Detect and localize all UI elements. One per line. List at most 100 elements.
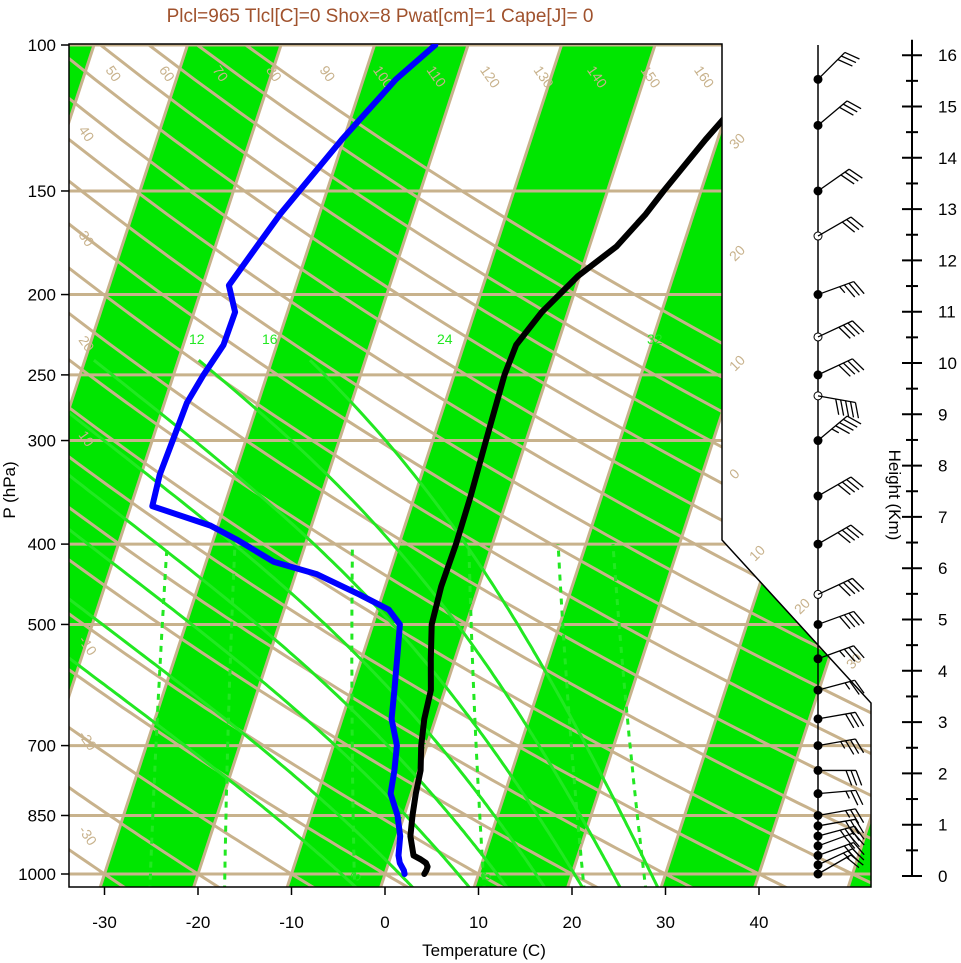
isotherm-line xyxy=(471,44,750,887)
dry-adiabat-label: 40 xyxy=(76,123,98,145)
barb-feather xyxy=(849,712,860,728)
p-tick-label: 100 xyxy=(28,36,56,55)
wind-barb xyxy=(813,524,864,549)
stats-line: Plcl=965 Tlcl[C]=0 Shox=8 Pwat[cm]=1 Cap… xyxy=(167,6,594,27)
barb-feather xyxy=(846,415,862,425)
wind-barb xyxy=(813,216,864,241)
barb-feather xyxy=(854,402,860,419)
moist-adiabat xyxy=(308,359,662,887)
barb-feather xyxy=(849,739,860,754)
isotherm-label: 10 xyxy=(746,542,768,564)
moist-adiabat xyxy=(69,359,418,887)
barb-staff xyxy=(817,818,856,827)
barb-feather xyxy=(850,524,864,536)
dry-adiabat-label: 90 xyxy=(317,63,339,85)
dry-adiabat xyxy=(69,44,871,887)
barb-feather xyxy=(847,360,860,373)
barb-feather xyxy=(842,103,858,113)
isotherm-line xyxy=(751,44,871,887)
dry-adiabat-label: 160 xyxy=(691,63,718,91)
barb-feather xyxy=(849,681,860,695)
isotherm-label: 10 xyxy=(726,352,748,374)
barb-staff xyxy=(817,358,853,376)
barb-feather xyxy=(855,790,864,806)
height-tick-label: 5 xyxy=(938,611,947,630)
wind-barb xyxy=(813,808,865,824)
barb-staff xyxy=(817,679,855,691)
barb-staff xyxy=(817,610,854,626)
p-tick-label: 850 xyxy=(28,806,56,825)
moist-adiabat xyxy=(69,359,474,887)
barb-feather xyxy=(851,358,865,371)
moist-adiabat xyxy=(92,359,587,887)
barb-staff xyxy=(817,395,856,404)
wind-barb xyxy=(813,848,865,870)
p-tick-label: 200 xyxy=(28,286,56,305)
p-tick-label: 300 xyxy=(28,432,56,451)
barb-feather xyxy=(854,738,865,754)
moist-adiabat-label: 32 xyxy=(647,331,663,347)
mixing-ratio-line xyxy=(611,543,648,887)
p-tick-label: 500 xyxy=(28,615,56,634)
wind-barb xyxy=(813,391,860,419)
barb-half-feather xyxy=(845,810,851,818)
barb-feather xyxy=(844,400,850,417)
barb-feather xyxy=(840,174,855,185)
wind-barbs xyxy=(813,45,865,879)
mixing-ratio-line xyxy=(556,544,586,887)
p-tick-label: 700 xyxy=(28,737,56,756)
dry-adiabat-label: -20 xyxy=(76,728,101,754)
barb-staff xyxy=(817,854,852,875)
height-tick-label: 13 xyxy=(938,200,957,219)
barb-staff xyxy=(817,808,856,817)
height-tick-label: 3 xyxy=(938,713,947,732)
barb-feather xyxy=(848,647,860,661)
isotherm-line xyxy=(377,44,657,887)
barb-feather xyxy=(850,476,864,488)
barb-feather xyxy=(839,106,854,116)
wind-barb xyxy=(813,645,865,664)
barb-staff xyxy=(817,738,856,747)
barb-staff xyxy=(817,415,848,442)
x-axis-title: Temperature (C) xyxy=(422,941,546,960)
barb-feather xyxy=(848,282,860,296)
barb-feather xyxy=(837,58,853,67)
wind-barb xyxy=(813,825,865,843)
wind-barb xyxy=(813,415,862,446)
barb-feather xyxy=(843,835,856,849)
wind-barb xyxy=(813,100,862,130)
height-tick-label: 15 xyxy=(938,98,957,117)
wind-barb xyxy=(813,711,865,729)
barb-staff xyxy=(817,320,853,338)
height-tick-label: 9 xyxy=(938,405,947,424)
moist-adiabat-label: 12 xyxy=(189,331,205,347)
barb-staff xyxy=(817,841,854,857)
moist-adiabat xyxy=(197,359,624,887)
barb-feather xyxy=(846,219,860,231)
isotherm-label: 30 xyxy=(726,130,748,152)
barb-half-feather xyxy=(844,682,851,690)
barb-staff xyxy=(817,711,856,720)
wind-barb xyxy=(813,320,865,342)
barb-half-feather xyxy=(845,790,850,799)
height-tick-label: 7 xyxy=(938,508,947,527)
plot-frame xyxy=(68,43,872,888)
barb-feather xyxy=(851,320,865,333)
barb-feather xyxy=(842,418,858,428)
wind-barb xyxy=(813,358,865,380)
isotherm-label: 0 xyxy=(726,465,743,482)
barb-half-feather xyxy=(839,829,846,837)
height-tick-label: 16 xyxy=(938,46,957,65)
barb-feather xyxy=(845,820,855,836)
moist-adiabat-label: 16 xyxy=(262,331,278,347)
p-tick-label: 250 xyxy=(28,366,56,385)
isotherm-line xyxy=(69,44,189,887)
wind-barb xyxy=(813,765,863,786)
barb-feather xyxy=(848,168,863,179)
temperature-band xyxy=(98,45,468,887)
barb-feather xyxy=(835,425,850,435)
barb-feather xyxy=(842,362,856,375)
dry-adiabat xyxy=(69,44,511,887)
barb-feather xyxy=(838,326,851,339)
barb-feather xyxy=(853,645,865,659)
